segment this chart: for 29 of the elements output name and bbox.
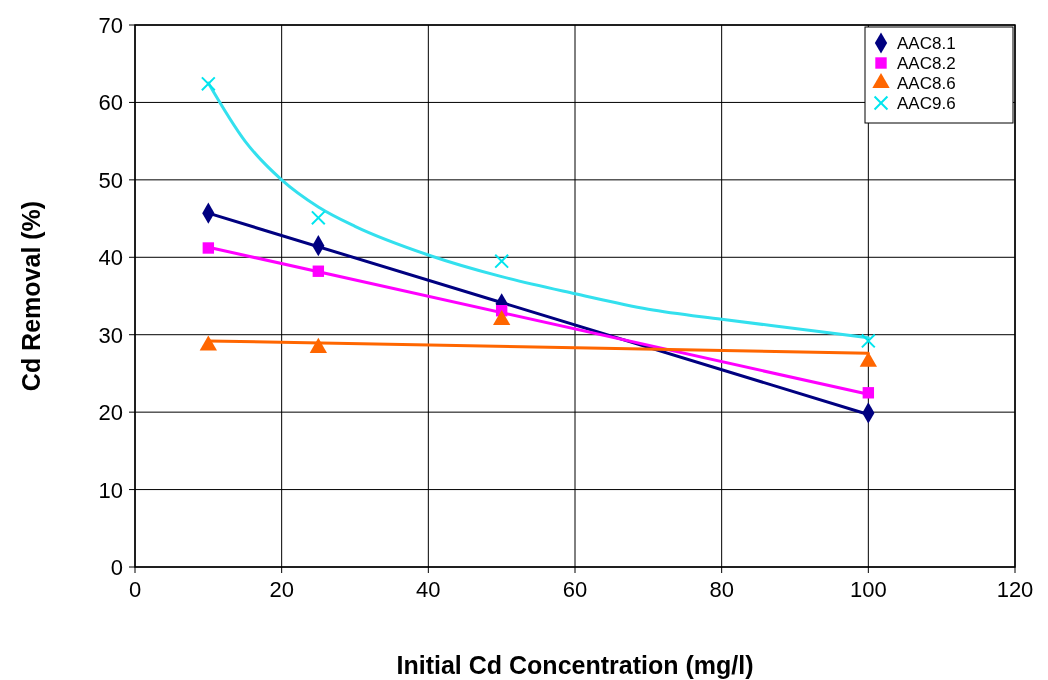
point	[200, 76, 216, 92]
y-tick-label: 40	[98, 245, 123, 271]
legend-label: AAC8.2	[897, 54, 956, 73]
x-tick-label: 80	[709, 577, 734, 602]
legend-label: AAC8.6	[897, 74, 956, 93]
x-axis-title: Initial Cd Concentration (mg/l)	[396, 651, 754, 679]
x-tick-label: 100	[849, 577, 887, 602]
x-tick-label: 60	[562, 577, 588, 602]
y-tick-label: 0	[110, 555, 123, 580]
point	[494, 253, 510, 269]
y-tick-label: 20	[98, 400, 123, 426]
point	[860, 333, 876, 349]
y-tick-label: 70	[98, 13, 123, 38]
point	[310, 210, 326, 226]
y-axis-title: Cd Removal (%)	[17, 200, 45, 392]
legend-label: AAC8.1	[897, 34, 956, 53]
x-tick-label: 120	[996, 577, 1034, 602]
y-tick-label: 30	[98, 322, 123, 348]
y-tick-label: 50	[98, 167, 123, 193]
point	[862, 387, 875, 399]
point	[312, 265, 325, 277]
y-tick-label: 60	[98, 90, 123, 116]
legend-label: AAC9.6	[897, 94, 956, 113]
x-tick-label: 40	[416, 577, 441, 602]
x-tick-label: 0	[128, 577, 142, 602]
x-tick-label: 20	[269, 577, 294, 602]
point	[202, 242, 215, 254]
line-series	[206, 81, 870, 340]
y-tick-label: 10	[98, 477, 123, 503]
